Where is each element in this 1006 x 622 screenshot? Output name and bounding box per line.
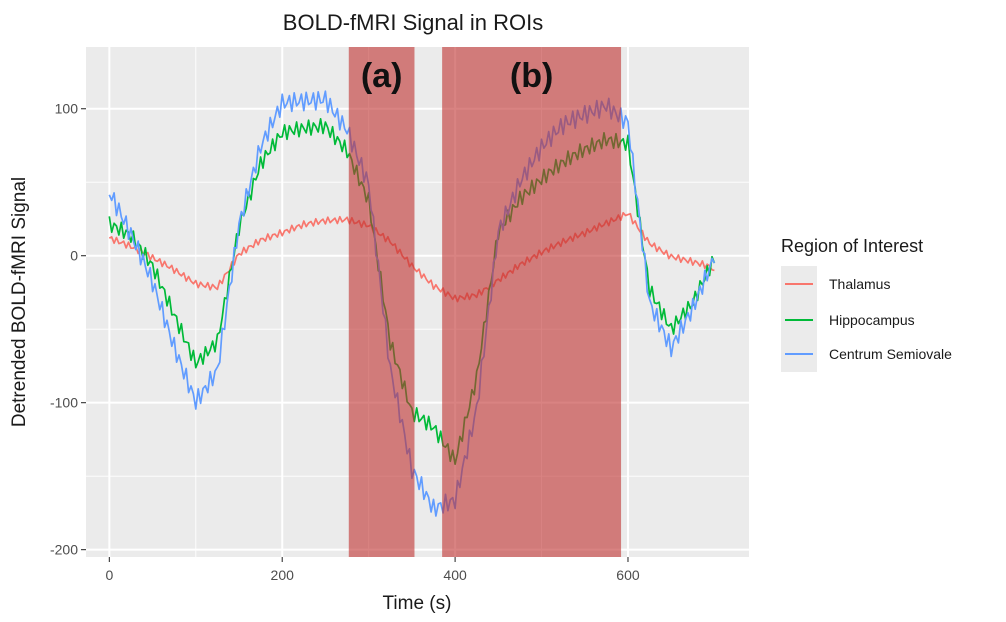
y-tick-label: 100 [55, 101, 79, 117]
shaded-regions: (a) (b) [348, 47, 622, 557]
x-axis: 0 200 400 600 [105, 557, 640, 583]
legend-label-centrum-semiovale: Centrum Semiovale [829, 346, 952, 362]
legend-label-hippocampus: Hippocampus [829, 312, 915, 328]
x-tick-label: 600 [616, 567, 640, 583]
x-tick-label: 400 [443, 567, 467, 583]
legend: Region of Interest Thalamus Hippocampus … [781, 236, 952, 372]
chart-title: BOLD-fMRI Signal in ROIs [283, 10, 543, 35]
y-axis: -200 -100 0 100 [50, 101, 86, 558]
shaded-region-label-2: (b) [510, 57, 553, 95]
y-tick-label: -200 [50, 542, 78, 558]
y-axis-title: Detrended BOLD-fMRI Signal [9, 177, 30, 427]
legend-title: Region of Interest [781, 236, 923, 256]
y-tick-label: 0 [70, 248, 78, 264]
shaded-region-1 [348, 47, 415, 557]
x-tick-label: 0 [105, 567, 113, 583]
plot-panel [86, 47, 749, 557]
shaded-region-label-1: (a) [361, 57, 403, 95]
y-tick-label: -100 [50, 395, 78, 411]
x-tick-label: 200 [271, 567, 295, 583]
shaded-region-2 [442, 47, 622, 557]
x-axis-title: Time (s) [383, 593, 452, 614]
legend-label-thalamus: Thalamus [829, 276, 890, 292]
